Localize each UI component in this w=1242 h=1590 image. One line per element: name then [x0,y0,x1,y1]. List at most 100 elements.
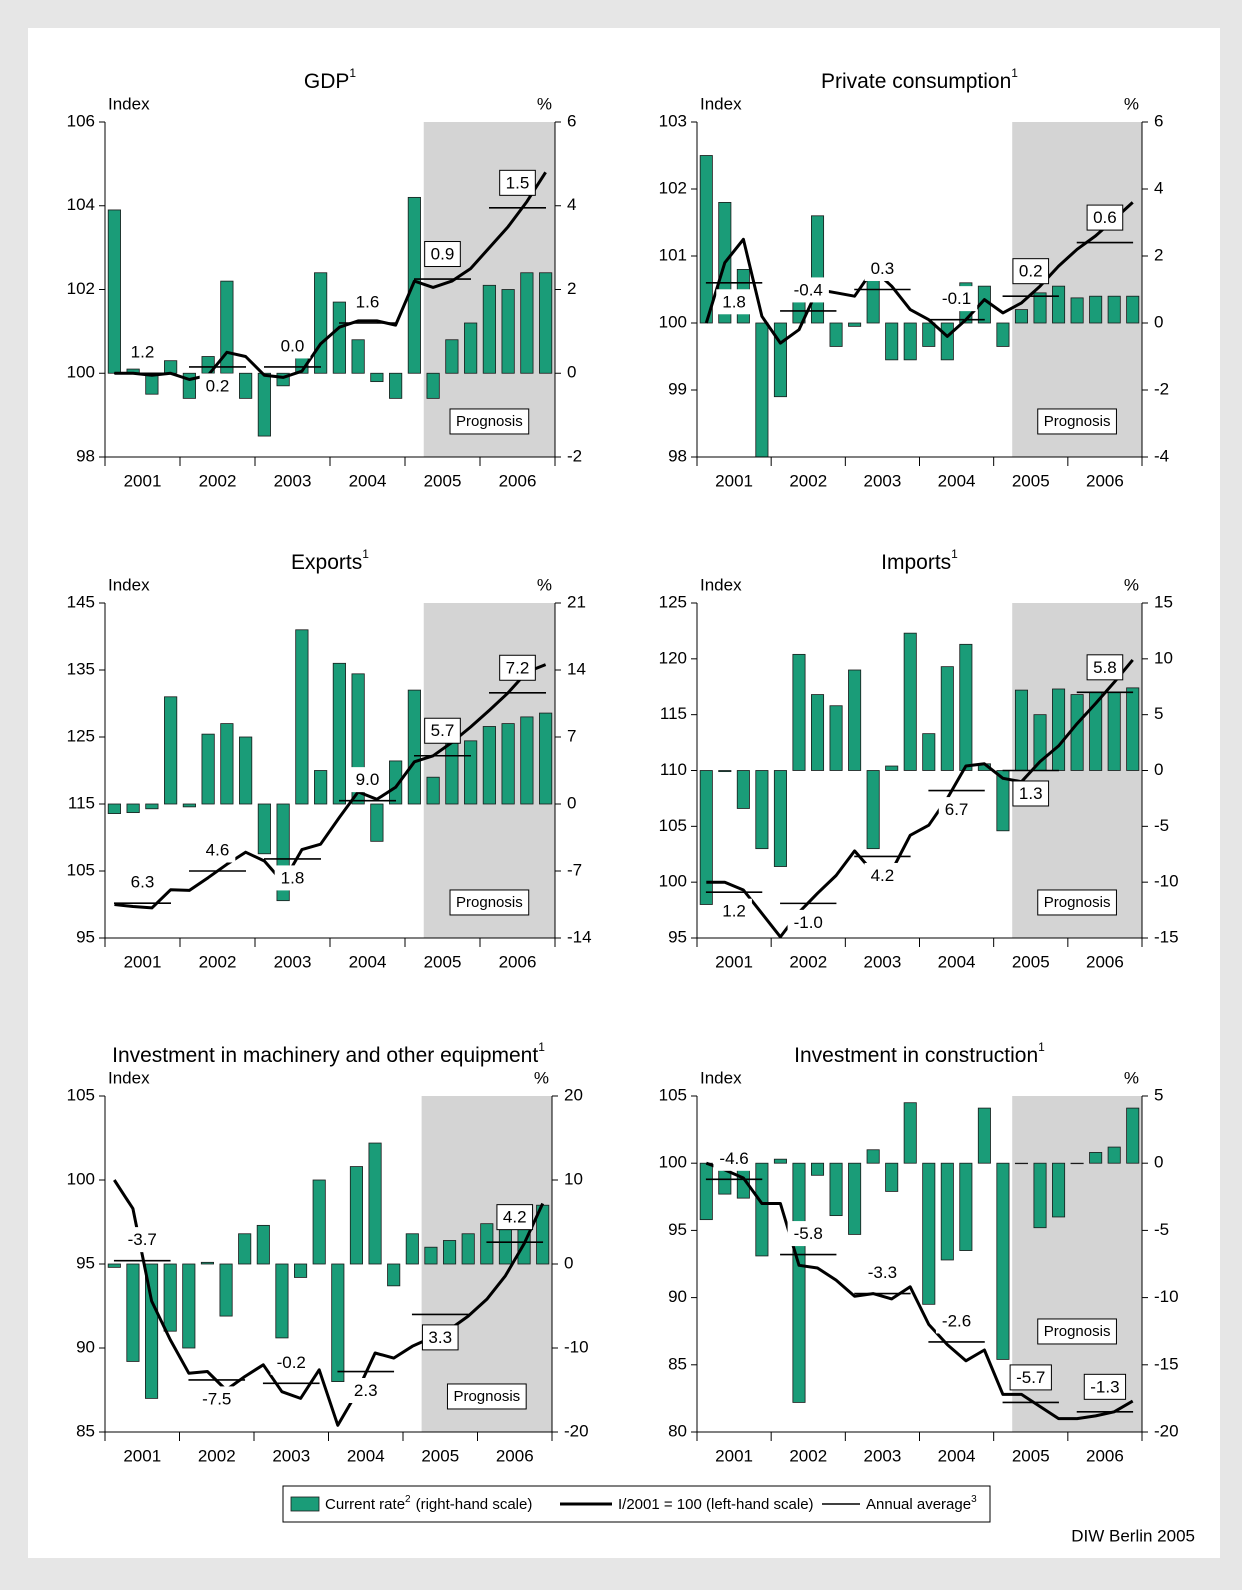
bar [238,1233,252,1265]
rate-label: 0.0 [281,336,305,355]
rate-label: -3.3 [868,1263,897,1282]
legend-note: (right-hand scale) [416,1496,533,1513]
bar [940,1162,954,1261]
bar [445,339,459,374]
y2-tick-label: 6 [567,111,576,130]
bar [351,339,365,374]
title-superscript: 1 [951,547,958,561]
bar [1033,1162,1047,1229]
rate-label: 3.3 [428,1328,452,1347]
bar [426,776,440,805]
bar [885,1162,899,1192]
bar [1052,688,1066,771]
y2-tick-label: 10 [564,1169,583,1188]
bar [257,372,271,437]
bar [163,1263,177,1332]
legend-label: Current rate2 (right-hand scale) [325,1494,532,1513]
legend-superscript: 2 [405,1494,411,1505]
rate-background [199,837,236,863]
rate-label: -5.7 [1016,1368,1045,1387]
bar [1014,309,1028,324]
title-text: Investment in machinery and other equipm… [112,1044,538,1067]
rate-label: -5.8 [794,1224,823,1243]
bar [443,1240,457,1265]
y-tick-label: 102 [659,178,687,197]
bar [464,740,478,805]
bar [182,1263,196,1349]
y2-tick-label: 6 [1154,111,1163,130]
bar [501,723,515,805]
bar [885,322,899,361]
bar [407,196,421,374]
bar [755,770,769,850]
rate-box [499,654,536,681]
chart-panel: 98 99 100 101 102 103 -4 -2 0 2 4 6 2001 2002 2003 2004… [659,66,1170,490]
title-superscript: 1 [1011,66,1018,80]
y-tick-label: 106 [67,111,95,130]
bar [718,770,732,773]
bar [164,360,178,374]
prognosis-label: Prognosis [1044,413,1111,430]
bar [332,662,346,805]
y-axis-label: Index [108,575,150,594]
bar [520,272,534,374]
bar [922,1162,936,1305]
x-tick-label: 2005 [1012,952,1050,971]
legend-swatch [290,1496,320,1512]
bar [1107,691,1121,771]
rate-background [349,767,386,793]
bar [866,770,880,850]
bar [387,1263,401,1287]
x-tick-label: 2006 [1086,1446,1124,1465]
bar [461,1233,475,1265]
prognosis-label: Prognosis [1044,894,1111,911]
bar [699,770,713,905]
bar [773,322,787,398]
y-tick-label: 95 [668,1220,687,1239]
prognosis-box [449,408,530,435]
y-tick-label: 80 [668,1421,687,1440]
rate-label: -0.4 [794,280,823,299]
y2-tick-label: 0 [1154,760,1163,779]
y-tick-label: 105 [67,1085,95,1104]
chart-title: Private consumption1 [821,66,1018,92]
x-tick-label: 2004 [349,952,387,971]
x-tick-label: 2002 [198,1446,236,1465]
index-line [704,201,1134,345]
bar [1070,297,1084,324]
x-tick-label: 2001 [124,471,162,490]
y-axis-label: Index [700,575,742,594]
rate-background [121,1227,163,1253]
bar [126,803,140,814]
bar [866,275,880,324]
rate-label: -7.5 [202,1389,231,1408]
rate-label: -0.2 [277,1353,306,1372]
bar [295,629,309,805]
y-tick-label: 105 [67,860,95,879]
bar [773,770,787,867]
x-tick-label: 2006 [499,471,537,490]
bar [773,1158,787,1164]
rate-background [938,797,975,823]
rate-label: 4.6 [206,840,230,859]
bar [1033,292,1047,324]
rate-box [424,717,461,744]
bar [424,1246,438,1265]
bar [922,322,936,347]
y2-tick-label: 0 [567,363,576,382]
bar [539,272,553,374]
bar [866,1149,880,1164]
rate-label: -4.6 [719,1149,748,1168]
y2-axis-label: % [1124,1068,1139,1087]
rate-label: -1.3 [1090,1377,1119,1396]
bar [1126,1107,1140,1164]
y-tick-label: 125 [659,592,687,611]
bar [977,1107,991,1164]
rate-box [421,1324,459,1351]
rate-label: 4.2 [871,866,895,885]
rate-label: 0.2 [1019,262,1043,281]
bar [829,705,843,771]
y2-tick-label: 21 [567,592,586,611]
